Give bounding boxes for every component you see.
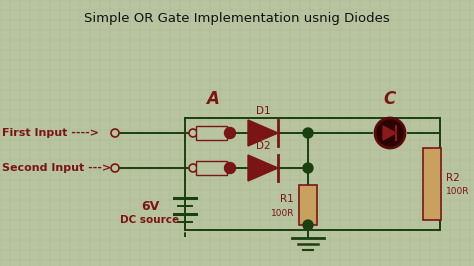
Circle shape (226, 129, 234, 137)
Circle shape (225, 163, 236, 173)
Text: D1: D1 (255, 106, 270, 116)
Polygon shape (248, 155, 278, 181)
Text: Simple OR Gate Implementation usnig Diodes: Simple OR Gate Implementation usnig Diod… (84, 12, 390, 25)
Text: 100R: 100R (446, 188, 470, 197)
Text: R1: R1 (280, 194, 294, 204)
Text: 6V: 6V (141, 200, 159, 213)
Circle shape (189, 129, 197, 137)
Text: B: B (207, 125, 219, 143)
Bar (196, 161, 227, 175)
Text: C: C (384, 90, 396, 108)
Bar (423, 148, 441, 220)
Text: First Input ---->: First Input ----> (2, 128, 99, 138)
Circle shape (303, 220, 313, 230)
Circle shape (111, 164, 119, 172)
Text: R2: R2 (446, 173, 460, 183)
Text: D2: D2 (255, 141, 270, 151)
Polygon shape (383, 126, 396, 140)
Circle shape (375, 118, 405, 148)
Polygon shape (248, 120, 278, 146)
Text: Second Input --->: Second Input ---> (2, 163, 111, 173)
Text: A: A (207, 90, 219, 108)
Circle shape (303, 128, 313, 138)
Circle shape (303, 163, 313, 173)
Circle shape (111, 129, 119, 137)
Text: 100R: 100R (271, 209, 294, 218)
Text: DC source: DC source (120, 215, 180, 225)
Bar (299, 185, 317, 225)
Bar (196, 126, 227, 140)
Circle shape (225, 127, 236, 139)
Circle shape (189, 164, 197, 172)
Circle shape (226, 164, 234, 172)
